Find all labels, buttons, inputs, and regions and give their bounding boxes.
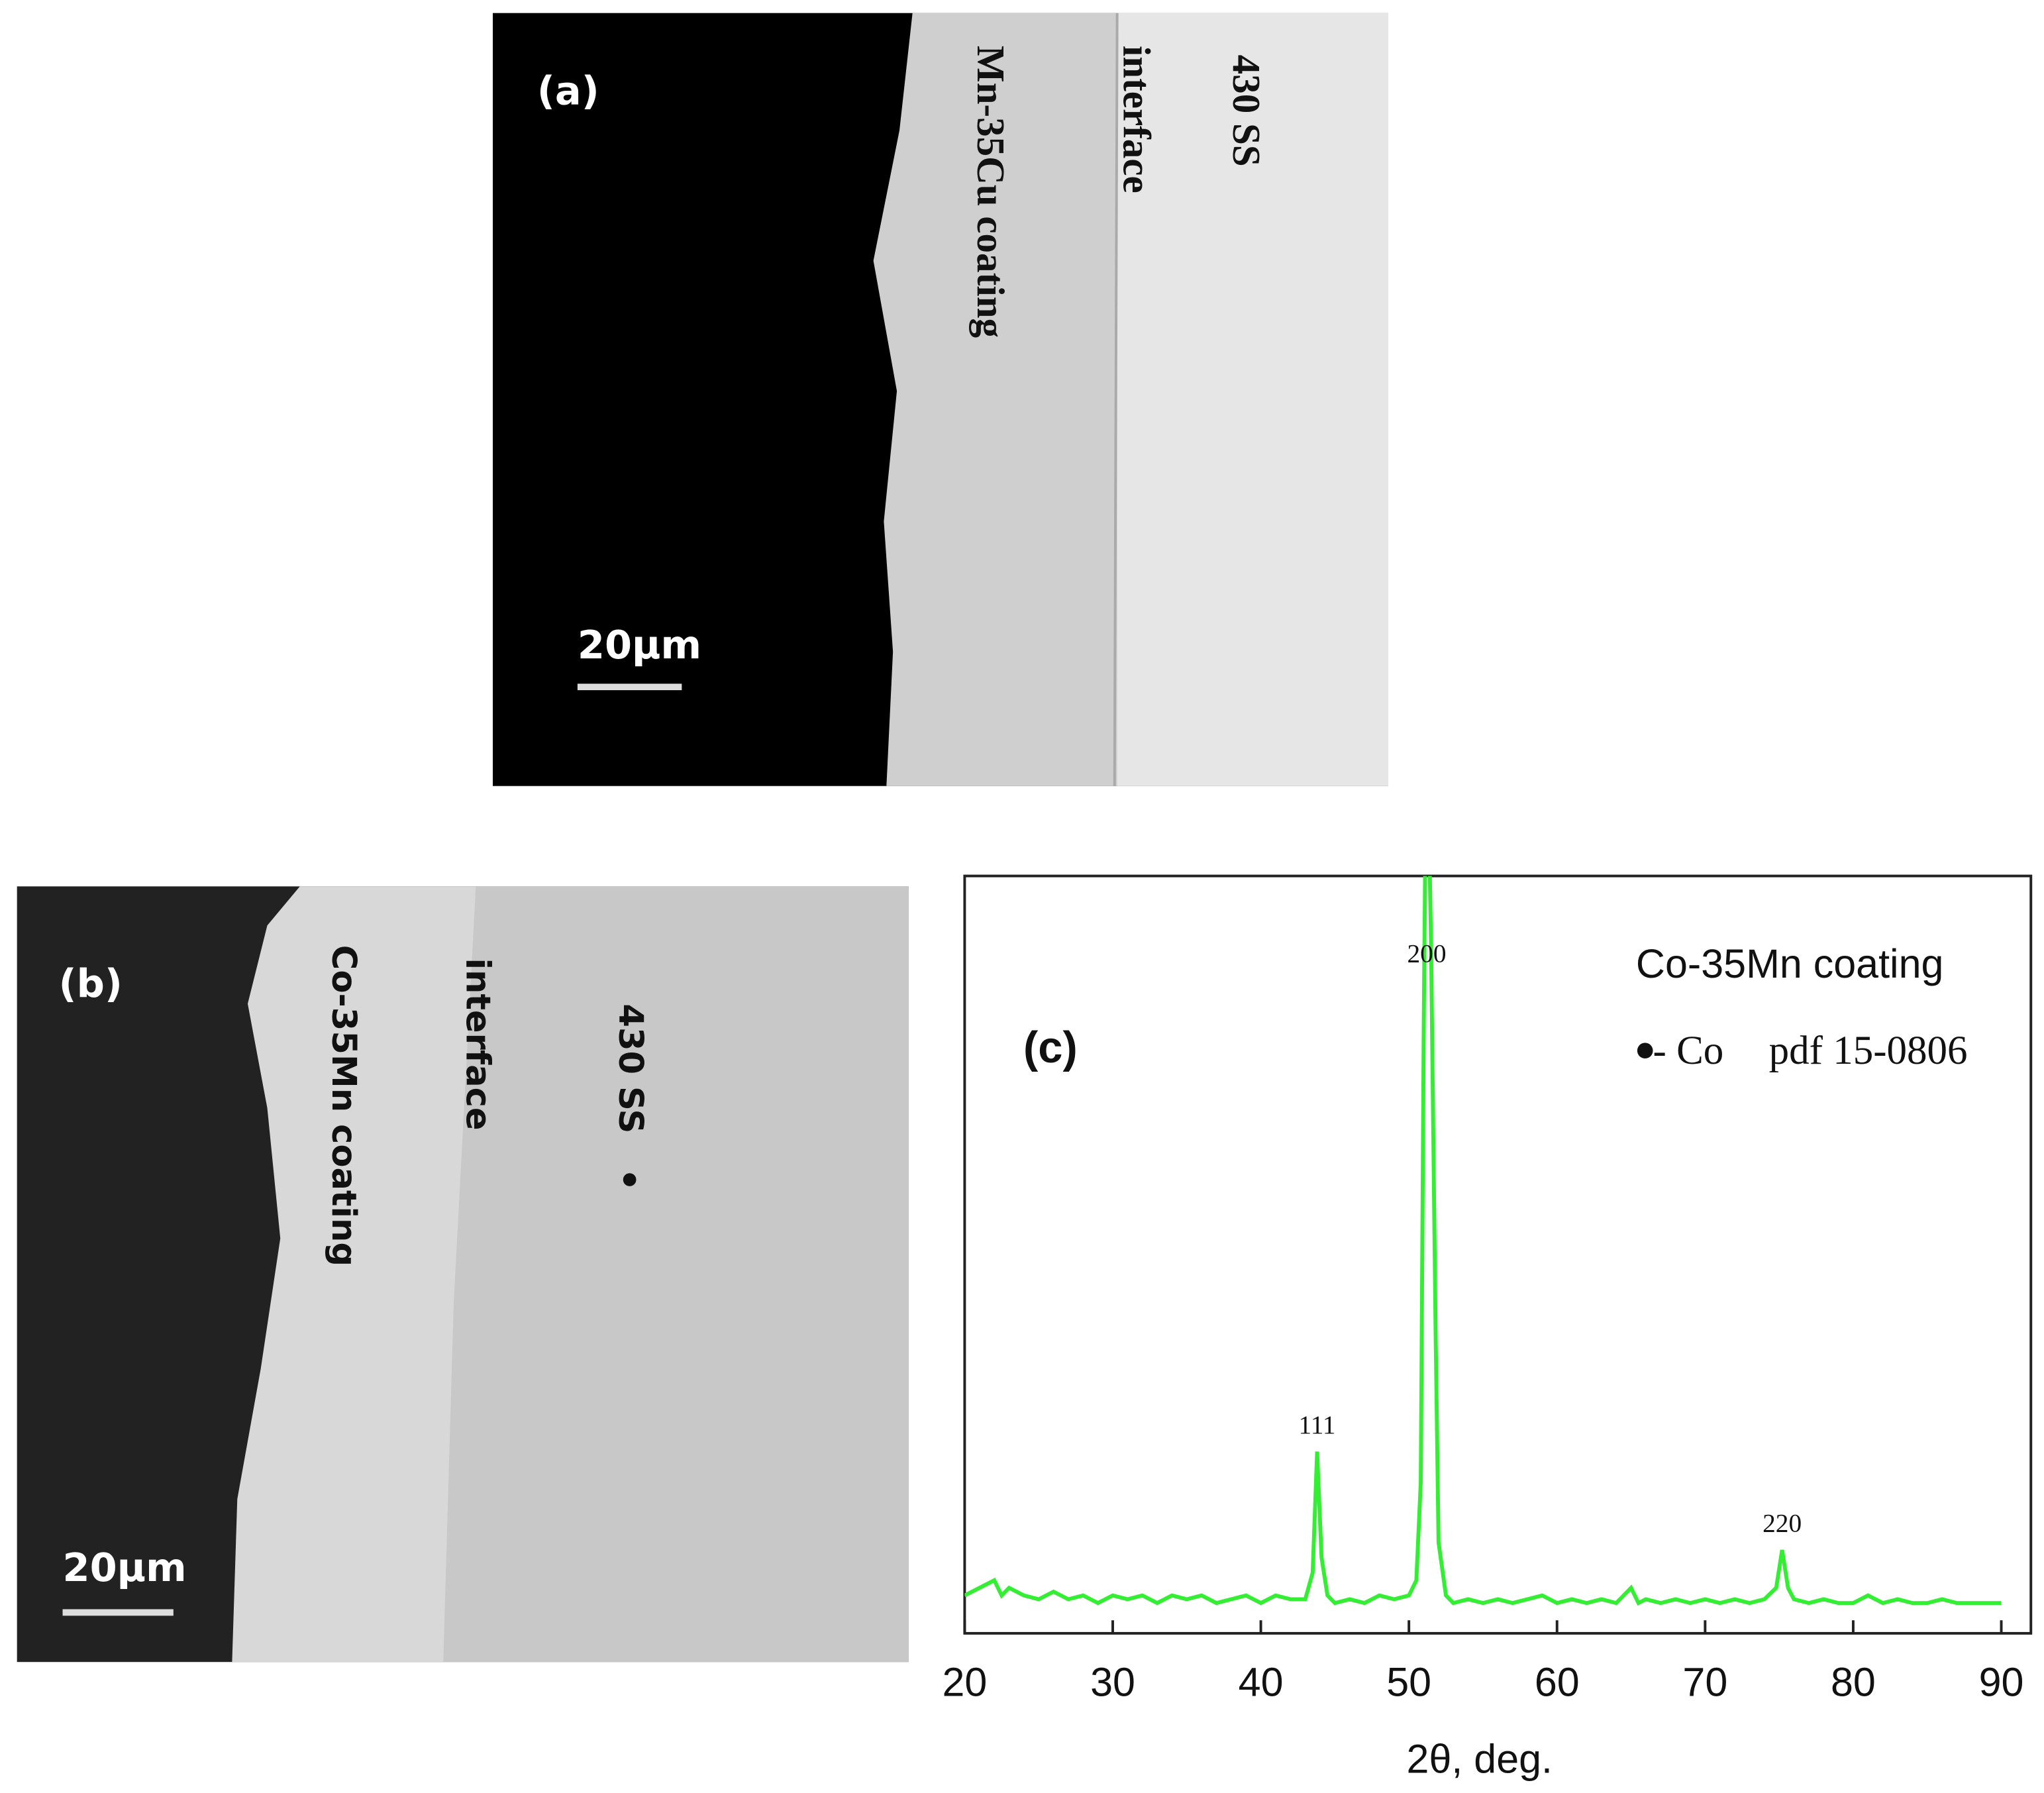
layer-label: interface xyxy=(458,958,497,1130)
x-tick-label: 20 xyxy=(942,1659,987,1704)
xrd-chart: (c) Co-35Mn coating - Co pdf 15-0806 2θ,… xyxy=(942,874,2033,1781)
scale-bar-label: 20μm xyxy=(578,622,701,668)
panel-label: (a) xyxy=(537,68,599,113)
x-tick-label: 60 xyxy=(1535,1659,1580,1704)
legend-ref: pdf 15-0806 xyxy=(1769,1029,1968,1073)
micrograph-b: Co-35Mn coating interface 430 SS (b) 20μ… xyxy=(17,886,909,1663)
x-axis-label: 2θ, deg. xyxy=(1407,1736,1553,1781)
xrd-line xyxy=(964,876,2002,1606)
layer-label: interface xyxy=(1115,46,1159,193)
micrograph-a: Mn-35Cu coating interface 430 SS (a) 20μ… xyxy=(492,13,1389,786)
scale-bar-label: 20μm xyxy=(63,1545,187,1590)
x-tick-label: 40 xyxy=(1239,1659,1284,1704)
x-tick-label: 50 xyxy=(1386,1659,1431,1704)
x-tick-label: 90 xyxy=(1979,1659,2024,1704)
layer-label: Mn-35Cu coating xyxy=(969,46,1013,338)
x-tick-label: 70 xyxy=(1682,1659,1727,1704)
layer-label: 430 SS xyxy=(611,1003,650,1133)
panel-label: (c) xyxy=(1023,1023,1078,1072)
legend-marker xyxy=(1637,1043,1653,1059)
layer-label: Co-35Mn coating xyxy=(324,945,363,1266)
x-tick-label: 80 xyxy=(1831,1659,1876,1704)
legend-title: Co-35Mn coating xyxy=(1636,941,1944,986)
peak-label: 200 xyxy=(1407,939,1446,968)
x-tick-label: 30 xyxy=(1090,1659,1135,1704)
peak-label: 220 xyxy=(1763,1509,1802,1538)
layer-label: 430 SS xyxy=(1225,55,1268,167)
plot-frame xyxy=(963,874,2033,1635)
peak-label: 111 xyxy=(1298,1410,1335,1439)
legend-phase: - Co xyxy=(1653,1029,1724,1073)
panel-label: (b) xyxy=(59,961,123,1007)
